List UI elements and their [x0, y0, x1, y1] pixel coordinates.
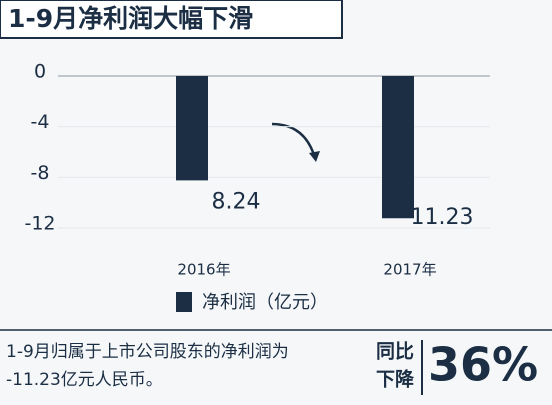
note-line: 1-9月归属于上市公司股东的净利润为 — [6, 342, 289, 362]
x-tick-label: 2016年 — [177, 261, 230, 279]
legend-label: 净利润（亿元） — [202, 292, 328, 313]
change-label: 下降 — [376, 368, 415, 391]
note-line: -11.23亿元人民币。 — [6, 370, 163, 390]
change-value: 36% — [428, 338, 538, 392]
y-tick-label: -8 — [31, 162, 50, 184]
x-tick-label: 2017年 — [383, 261, 436, 279]
legend-swatch — [176, 292, 192, 312]
bar — [176, 76, 208, 181]
value-label: 8.24 — [212, 189, 261, 214]
change-label: 同比 — [376, 341, 414, 363]
arrow-head — [309, 151, 320, 162]
chart-title: 1-9月净利润大幅下滑 — [8, 4, 253, 33]
y-tick-label: -4 — [31, 111, 50, 133]
value-label: 11.23 — [411, 205, 474, 230]
bar — [382, 76, 414, 219]
y-tick-label: -12 — [24, 213, 55, 235]
y-tick-label: 0 — [34, 61, 46, 83]
title-box — [0, 0, 343, 39]
